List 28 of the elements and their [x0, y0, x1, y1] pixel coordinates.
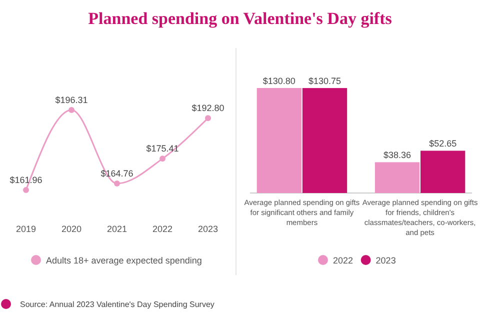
point	[68, 107, 74, 113]
bar	[302, 88, 348, 193]
data-label: $52.65	[429, 138, 457, 149]
bar	[256, 88, 302, 193]
bar	[374, 162, 420, 193]
data-label: $130.75	[308, 76, 342, 86]
data-label: $192.80	[192, 103, 224, 114]
point	[205, 115, 211, 122]
legend-label: 2023	[376, 256, 396, 266]
bar	[420, 150, 466, 193]
x-tick-label: 2023	[198, 224, 218, 234]
data-label: $164.76	[100, 168, 134, 178]
data-label: $38.36	[383, 150, 412, 160]
point	[114, 180, 120, 186]
x-tick-label: 2019	[16, 224, 36, 234]
legend-label: Adults 18+ average expected spending	[46, 256, 202, 266]
x-tick-label: 2021	[106, 224, 128, 234]
data-label: $161.96	[10, 175, 42, 185]
legend-label: 2022	[333, 256, 354, 266]
point	[23, 187, 29, 193]
x-tick-label: 2020	[61, 224, 82, 234]
data-label: $130.80	[262, 76, 296, 86]
data-label: $196.31	[55, 95, 88, 105]
chart-title: Planned spending on Valentine's Day gifts	[88, 9, 392, 28]
source-note: Source: Annual 2023 Valentine's Day Spending Survey	[20, 300, 214, 309]
point	[160, 156, 166, 162]
data-label: $175.41	[146, 144, 179, 154]
x-tick-label: 2022	[152, 224, 173, 234]
